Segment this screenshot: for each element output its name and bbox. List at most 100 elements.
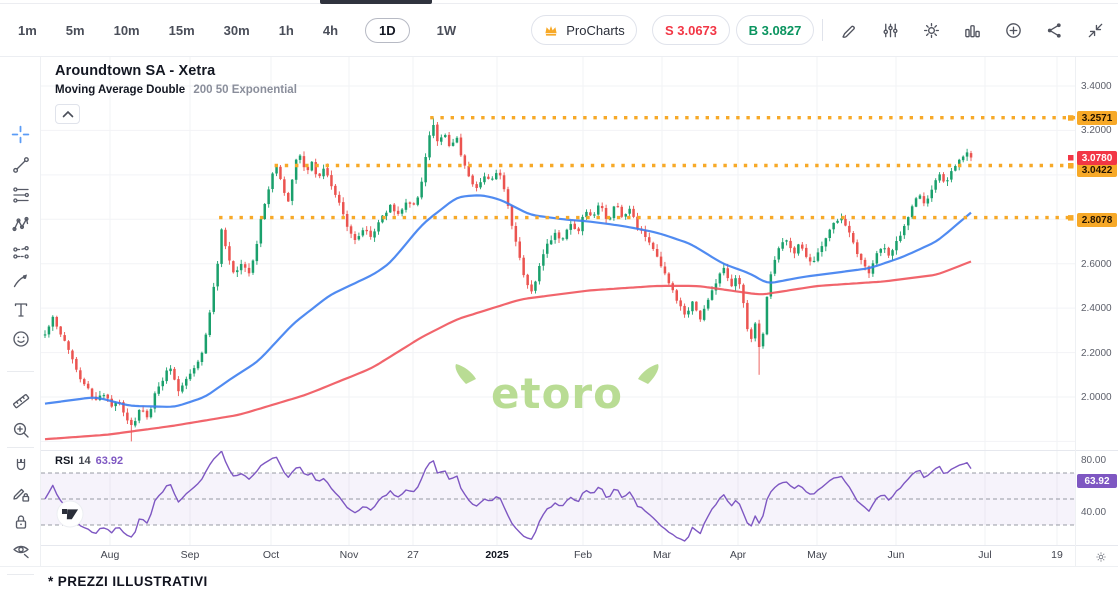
- toolbar-divider: [822, 19, 823, 41]
- chart-toolbar: 1m 5m 10m 15m 30m 1h 4h 1D 1W ProCharts S 3.0673…: [0, 4, 1118, 57]
- price-axis-label: 2.0000: [1081, 392, 1112, 403]
- add-instrument-icon[interactable]: [1002, 20, 1024, 42]
- indicator-legend: Moving Average Double 200 50 Exponential: [55, 84, 297, 96]
- pane-separator[interactable]: [41, 545, 1118, 546]
- xabcd-pattern-tool[interactable]: [8, 211, 33, 236]
- price-axis-label: 2.6000: [1081, 259, 1112, 270]
- time-axis-label: Jul: [978, 549, 992, 561]
- top-hairline: [0, 3, 1118, 4]
- collapse-icon[interactable]: [1084, 20, 1106, 42]
- time-axis-label: Mar: [652, 549, 672, 561]
- main-chart-canvas[interactable]: [41, 57, 1075, 450]
- time-axis-label: Apr: [729, 549, 747, 561]
- timeframe-row: 1m 5m 10m 15m 30m 1h 4h 1D 1W: [16, 4, 458, 57]
- chevron-up-icon: [62, 110, 73, 118]
- fib-retracement-tool[interactable]: [8, 182, 33, 207]
- timeframe-1D[interactable]: 1D: [365, 18, 410, 43]
- procharts-label: ProCharts: [566, 22, 625, 38]
- lock-all-tool[interactable]: [8, 509, 33, 534]
- level-price-badge: 3.0422: [1077, 163, 1117, 177]
- settings-gear-icon[interactable]: [920, 20, 942, 42]
- crown-icon: [545, 26, 557, 36]
- indicator-params: 200 50 Exponential: [193, 84, 297, 96]
- time-axis-label: 27: [407, 549, 419, 561]
- time-axis-label: Nov: [339, 549, 359, 561]
- level-price-badge: 2.8078: [1077, 213, 1117, 227]
- illustrative-prices-note: * PREZZI ILLUSTRATIVI: [48, 574, 208, 589]
- watermark-text: etoro: [491, 369, 623, 418]
- timeframe-30m[interactable]: 30m: [223, 23, 250, 38]
- price-axis[interactable]: 3.4000 3.2000 2.6000 2.4000 2.2000 2.0000 3.25…: [1076, 57, 1118, 545]
- price-level-lines: [219, 115, 1075, 221]
- timeframe-4h[interactable]: 4h: [322, 23, 339, 38]
- price-axis-label: 3.2000: [1081, 125, 1112, 136]
- timeframe-10m[interactable]: 10m: [113, 23, 140, 38]
- legend-collapse-button[interactable]: [55, 104, 80, 124]
- rail-divider: [7, 447, 34, 448]
- price-axis-label: 2.2000: [1081, 348, 1112, 359]
- price-axis-label: 2.4000: [1081, 303, 1112, 314]
- grid-lines: [41, 57, 1075, 450]
- drawing-tools-rail: [0, 57, 41, 575]
- rsi-pane-canvas[interactable]: [41, 450, 1075, 545]
- ema-50-line: [44, 194, 972, 408]
- time-axis-label: May: [807, 549, 827, 561]
- brush-tool[interactable]: [8, 268, 33, 293]
- axis-settings-gear-icon[interactable]: [1092, 548, 1110, 566]
- rsi-axis-label: 40.00: [1081, 507, 1107, 518]
- zoom-in-tool[interactable]: [8, 417, 33, 442]
- trend-line-tool[interactable]: [8, 152, 33, 177]
- time-axis-label: Sep: [180, 549, 200, 561]
- timeframe-1h[interactable]: 1h: [278, 23, 294, 38]
- rsi-line: [44, 450, 972, 542]
- etoro-watermark: etoro: [455, 364, 659, 418]
- price-axis-label: 3.4000: [1081, 81, 1112, 92]
- sell-label: S 3.0673: [664, 22, 718, 38]
- share-icon[interactable]: [1043, 20, 1065, 42]
- timeframe-15m[interactable]: 15m: [168, 23, 195, 38]
- text-tool[interactable]: [8, 297, 33, 322]
- toolbar-icons: [838, 4, 1106, 57]
- rail-divider: [7, 371, 34, 372]
- tradingview-logo[interactable]: [56, 500, 84, 528]
- hide-all-tool[interactable]: [8, 537, 33, 562]
- time-axis-label: Oct: [262, 549, 280, 561]
- time-axis-label: 19: [1051, 549, 1063, 561]
- time-axis-label: Aug: [100, 549, 120, 561]
- instrument-title: Aroundtown SA - Xetra: [55, 63, 216, 79]
- emoji-tool[interactable]: [8, 326, 33, 351]
- timeframe-1m[interactable]: 1m: [18, 23, 37, 38]
- magnet-tool[interactable]: [8, 453, 33, 478]
- crosshair-tool[interactable]: [8, 122, 33, 147]
- rsi-axis-label: 80.00: [1081, 455, 1107, 466]
- rail-divider: [7, 574, 34, 575]
- timeframe-5m[interactable]: 5m: [65, 23, 85, 38]
- axis-bottom-line: [0, 566, 1118, 567]
- top-progress-strip: [320, 0, 432, 4]
- time-axis-label: 2025: [485, 549, 509, 561]
- axis-separator: [1075, 57, 1076, 566]
- chart-legend: Aroundtown SA - Xetra Moving Average Dou…: [55, 63, 297, 96]
- long-short-position-tool[interactable]: [8, 240, 33, 265]
- sell-button[interactable]: S 3.0673: [652, 15, 730, 45]
- drawing-mode-tool[interactable]: [8, 481, 33, 506]
- ema-200-line: [44, 260, 972, 441]
- level-price-badge: 3.2571: [1077, 111, 1117, 125]
- time-axis-label: Jun: [887, 549, 905, 561]
- rsi-period: 14: [78, 455, 91, 467]
- last-price-badge: 3.0780: [1077, 151, 1117, 165]
- pane-separator[interactable]: [41, 450, 1118, 451]
- ruler-tool[interactable]: [8, 388, 33, 413]
- draw-icon[interactable]: [838, 20, 860, 42]
- chart-style-icon[interactable]: [961, 20, 983, 42]
- buy-label: B 3.0827: [748, 22, 802, 38]
- time-axis[interactable]: Aug Sep Oct Nov 27 2025 Feb Mar Apr May Jun Jul 19: [0, 546, 1118, 566]
- buy-button[interactable]: B 3.0827: [736, 15, 814, 45]
- timeframe-1W[interactable]: 1W: [436, 23, 457, 38]
- rsi-value-badge: 63.92: [1077, 474, 1117, 488]
- rsi-legend: RSI 14 63.92: [55, 455, 123, 467]
- procharts-button[interactable]: ProCharts: [531, 15, 637, 45]
- indicators-icon[interactable]: [879, 20, 901, 42]
- rsi-label: RSI: [55, 455, 74, 467]
